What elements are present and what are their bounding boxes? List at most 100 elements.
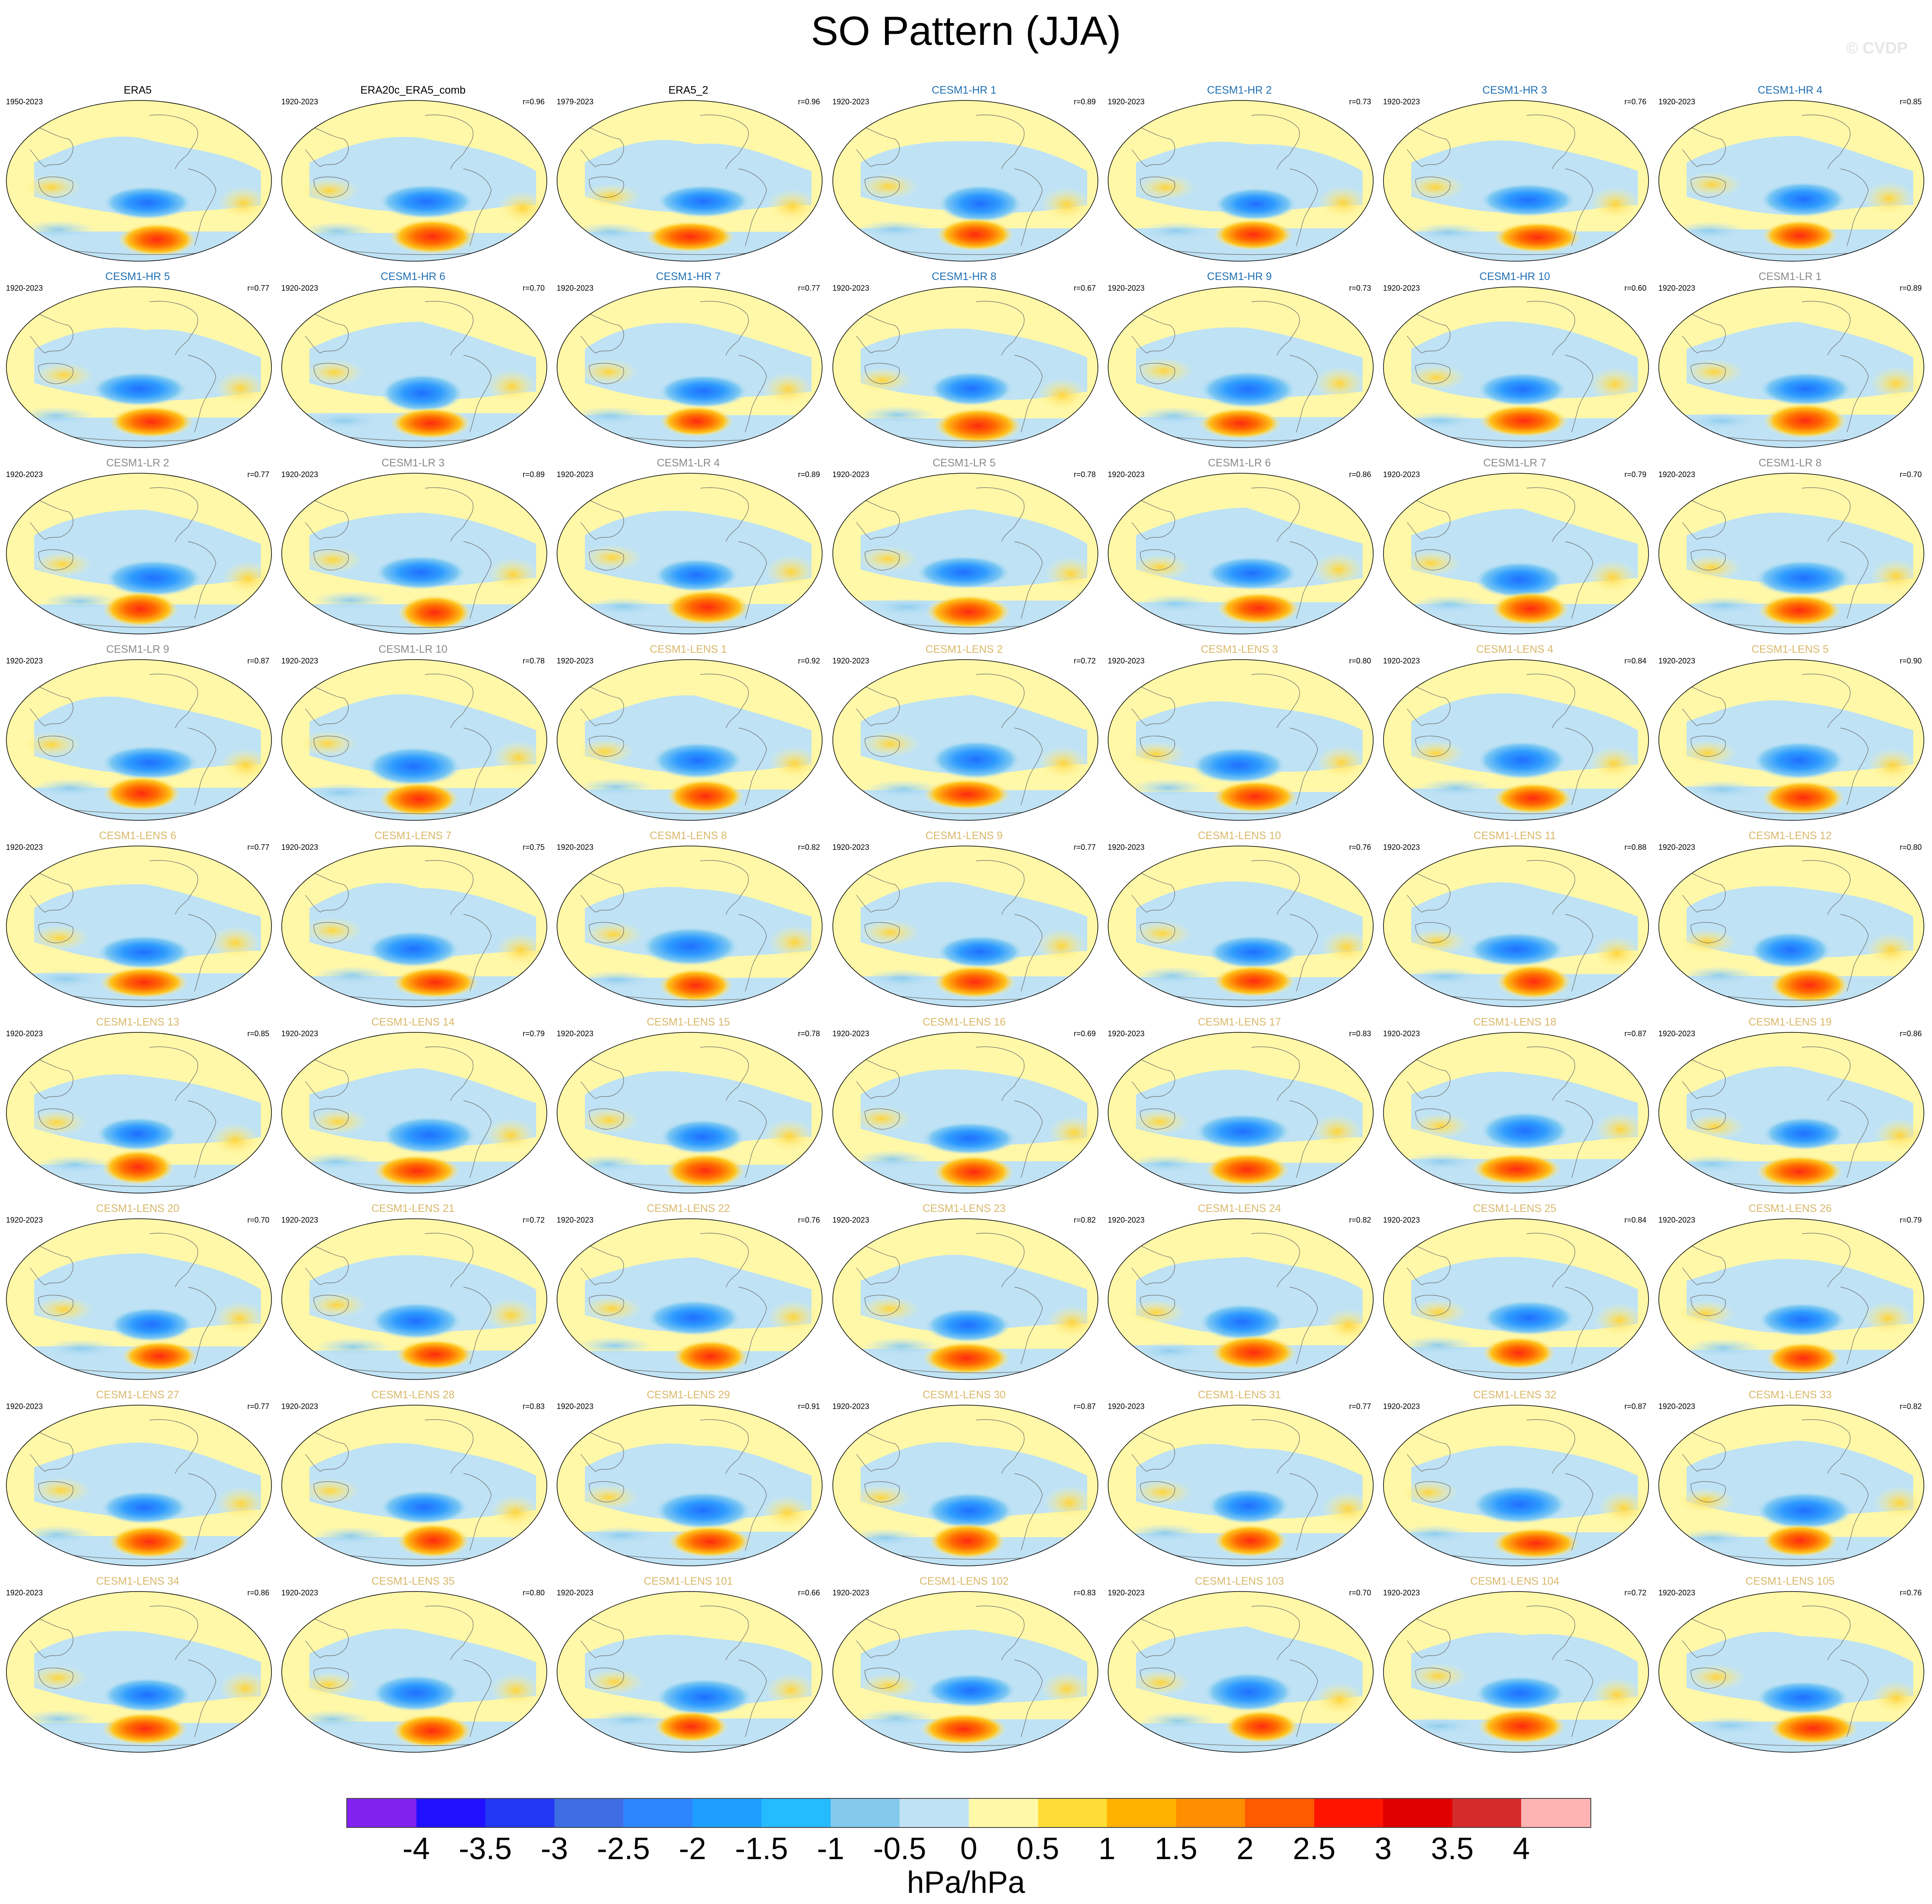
- negative-anomaly: [584, 597, 661, 616]
- panel-years: 1920-2023: [1108, 843, 1145, 852]
- light-blue-region: [585, 887, 811, 958]
- light-blue-region: [310, 321, 536, 399]
- continent-outline: [580, 683, 624, 726]
- panel-correlation: r=0.80: [1900, 843, 1922, 852]
- panel-years: 1920-2023: [281, 843, 319, 852]
- figure-title: SO Pattern (JJA): [811, 8, 1121, 54]
- map-panel: CESM1-HR 3 1920-2023 r=0.76: [1377, 84, 1652, 263]
- continent-outline: [580, 1242, 624, 1285]
- continent-outline: [1565, 914, 1593, 992]
- red-high-center: [923, 778, 1011, 810]
- continent-outline: [1251, 1606, 1300, 1660]
- panel-title: CESM1-LENS 2: [925, 643, 1003, 655]
- globe-outline: [1108, 286, 1374, 448]
- panel-title: CESM1-LENS 13: [96, 1016, 180, 1028]
- colorbar-tick-label: 0.5: [1016, 1832, 1059, 1866]
- positive-anomaly: [1588, 746, 1640, 781]
- map-panel: CESM1-LENS 32 1920-2023 r=0.87: [1377, 1388, 1652, 1568]
- globe-outline: [832, 1405, 1098, 1566]
- negative-anomaly: [583, 1526, 661, 1545]
- panel-correlation: r=0.77: [1074, 843, 1096, 852]
- globe-outline: [6, 1591, 272, 1753]
- blue-low-center: [655, 1678, 753, 1716]
- australia-outline: [1140, 736, 1175, 757]
- positive-anomaly: [860, 920, 920, 946]
- panel-years: 1920-2023: [832, 284, 870, 292]
- panel-correlation: r=0.72: [1074, 657, 1096, 665]
- globe-outline: [832, 286, 1098, 448]
- panel-years: 1920-2023: [1383, 284, 1420, 292]
- panel-correlation: r=0.70: [522, 284, 545, 292]
- blue-low-center: [658, 374, 748, 408]
- globe-outline: [1383, 473, 1649, 634]
- globe-map: [6, 659, 272, 821]
- negative-anomaly: [1396, 1524, 1473, 1544]
- negative-anomaly: [1135, 406, 1212, 425]
- continent-outline: [1802, 860, 1851, 915]
- map-panel: CESM1-HR 7 1920-2023 r=0.77: [551, 270, 826, 450]
- blue-low-center: [1758, 1303, 1846, 1337]
- continent-outline: [1131, 124, 1175, 167]
- red-high-center: [1212, 965, 1295, 997]
- continent-outline: [1251, 487, 1300, 542]
- continent-outline: [463, 728, 492, 805]
- continent-outline: [1565, 1659, 1593, 1737]
- globe-outline: [1658, 1218, 1924, 1380]
- panel-years: 1920-2023: [832, 657, 870, 665]
- red-high-center: [936, 218, 1014, 251]
- positive-anomaly: [308, 1108, 368, 1135]
- panel-years: 1920-2023: [1108, 1402, 1145, 1411]
- panel-title: ERA20c_ERA5_comb: [360, 84, 466, 96]
- colorbar-tick-label: 3.5: [1431, 1832, 1474, 1866]
- panel-correlation: r=0.76: [798, 1216, 820, 1224]
- positive-anomaly: [761, 1495, 813, 1530]
- positive-anomaly: [1870, 366, 1922, 401]
- red-high-center: [397, 1523, 470, 1558]
- blue-low-center: [381, 374, 464, 413]
- continent-outline: [1131, 1428, 1175, 1472]
- panel-years: 1920-2023: [1658, 284, 1696, 292]
- globe-map: [557, 1591, 823, 1753]
- light-blue-region: [1136, 141, 1363, 212]
- positive-anomaly: [21, 174, 82, 200]
- panel-correlation: r=0.89: [798, 470, 820, 479]
- globe-outline: [1383, 100, 1649, 262]
- globe-outline: [1658, 846, 1924, 1007]
- continent-outline: [700, 1606, 749, 1660]
- continent-outline: [700, 1233, 749, 1288]
- positive-anomaly: [1863, 181, 1915, 216]
- panel-correlation: r=0.89: [522, 470, 545, 479]
- map-panel: CESM1-LR 10 1920-2023 r=0.78: [275, 643, 551, 822]
- blue-low-center: [652, 742, 743, 779]
- blue-low-center: [367, 931, 460, 967]
- australia-outline: [589, 1108, 624, 1130]
- continent-outline: [976, 674, 1025, 728]
- negative-anomaly: [302, 783, 380, 802]
- australia-outline: [313, 549, 349, 571]
- australia-outline: [1415, 736, 1451, 757]
- negative-anomaly: [1406, 967, 1484, 986]
- globe-map: [281, 846, 547, 1007]
- panel-title: CESM1-LENS 28: [371, 1389, 455, 1401]
- continent-outline: [738, 728, 767, 805]
- map-panel: CESM1-HR 5 1920-2023 r=0.77: [0, 270, 275, 450]
- red-high-center: [664, 1153, 746, 1188]
- panel-correlation: r=0.72: [1624, 1589, 1646, 1597]
- red-high-center: [1205, 1152, 1289, 1186]
- globe-map: [6, 286, 272, 448]
- positive-anomaly: [1685, 1114, 1745, 1140]
- continent-outline: [1682, 124, 1726, 167]
- negative-anomaly: [591, 1710, 669, 1729]
- negative-anomaly: [1137, 594, 1215, 613]
- light-blue-region: [1411, 509, 1638, 589]
- colorbar-swatch: [900, 1799, 969, 1827]
- continent-outline: [29, 869, 74, 913]
- globe-outline: [832, 1032, 1098, 1194]
- australia-outline: [589, 1481, 624, 1503]
- panel-title: CESM1-LR 6: [1208, 457, 1271, 469]
- light-blue-region: [1687, 321, 1913, 400]
- globe-outline: [557, 286, 823, 448]
- map-panel: CESM1-LENS 27 1920-2023 r=0.77: [0, 1388, 275, 1568]
- negative-anomaly: [42, 1339, 120, 1358]
- colorbar-labels: -4 -3.5 -3 -2.5 -2 -1.5 -1 -0.5 0 0.5 1 1.5 2 2.5 3 3.5…: [0, 1830, 1932, 1868]
